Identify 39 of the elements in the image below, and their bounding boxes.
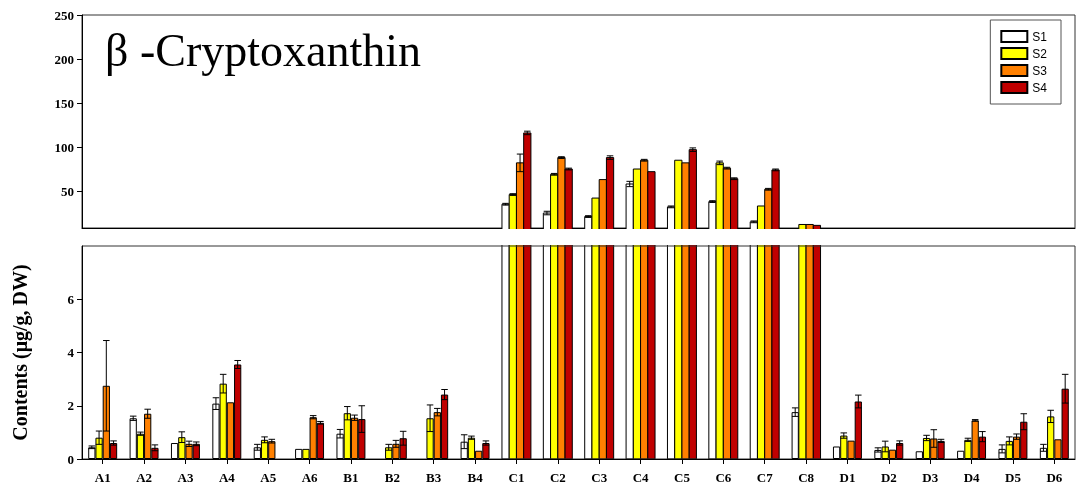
x-tick-label: D3 <box>922 470 939 485</box>
y-tick-label: 2 <box>67 398 74 414</box>
x-tick-label: D5 <box>1004 470 1022 485</box>
x-tick-label: C4 <box>632 470 650 485</box>
x-tick-label: C3 <box>591 470 608 485</box>
y-tick-label: 6 <box>67 291 75 307</box>
x-tick-label: C6 <box>715 470 732 485</box>
x-tick-label: D4 <box>963 470 981 485</box>
y-tick-label: 150 <box>54 95 74 111</box>
y-tick-label: 0 <box>67 451 74 467</box>
x-tick-label: B3 <box>426 470 442 485</box>
y-tick-label: 250 <box>54 7 74 23</box>
y-tick-label: 100 <box>54 139 74 155</box>
x-tick-label: C7 <box>756 470 774 485</box>
x-tick-label: B4 <box>467 470 484 485</box>
x-tick-label: A3 <box>177 470 194 485</box>
y-tick-label: 200 <box>54 51 74 67</box>
x-tick-label: C8 <box>798 470 815 485</box>
x-tick-label: B2 <box>384 470 400 485</box>
y-tick-label: 4 <box>67 345 75 360</box>
x-tick-label: C5 <box>673 470 691 485</box>
chart-title: β -Cryptoxanthin <box>105 24 421 76</box>
x-tick-label: D2 <box>880 470 897 485</box>
legend-label: S2 <box>1032 46 1048 61</box>
x-tick-label: A4 <box>218 470 236 485</box>
legend-label: S4 <box>1032 80 1048 95</box>
x-tick-label: D6 <box>1046 470 1063 485</box>
legend-label: S1 <box>1032 29 1048 44</box>
y-tick-label: 50 <box>61 183 74 199</box>
y-axis-title: Contents (μg/g, DW) <box>9 264 32 441</box>
x-tick-label: D1 <box>839 470 856 485</box>
x-tick-label: A5 <box>260 470 277 485</box>
x-tick-label: C1 <box>508 470 525 485</box>
x-tick-label: A1 <box>94 470 111 485</box>
x-tick-label: A6 <box>301 470 319 485</box>
x-tick-label: B1 <box>343 470 359 485</box>
x-tick-label: A2 <box>136 470 153 485</box>
x-tick-label: C2 <box>549 470 566 485</box>
legend-label: S3 <box>1032 63 1048 78</box>
